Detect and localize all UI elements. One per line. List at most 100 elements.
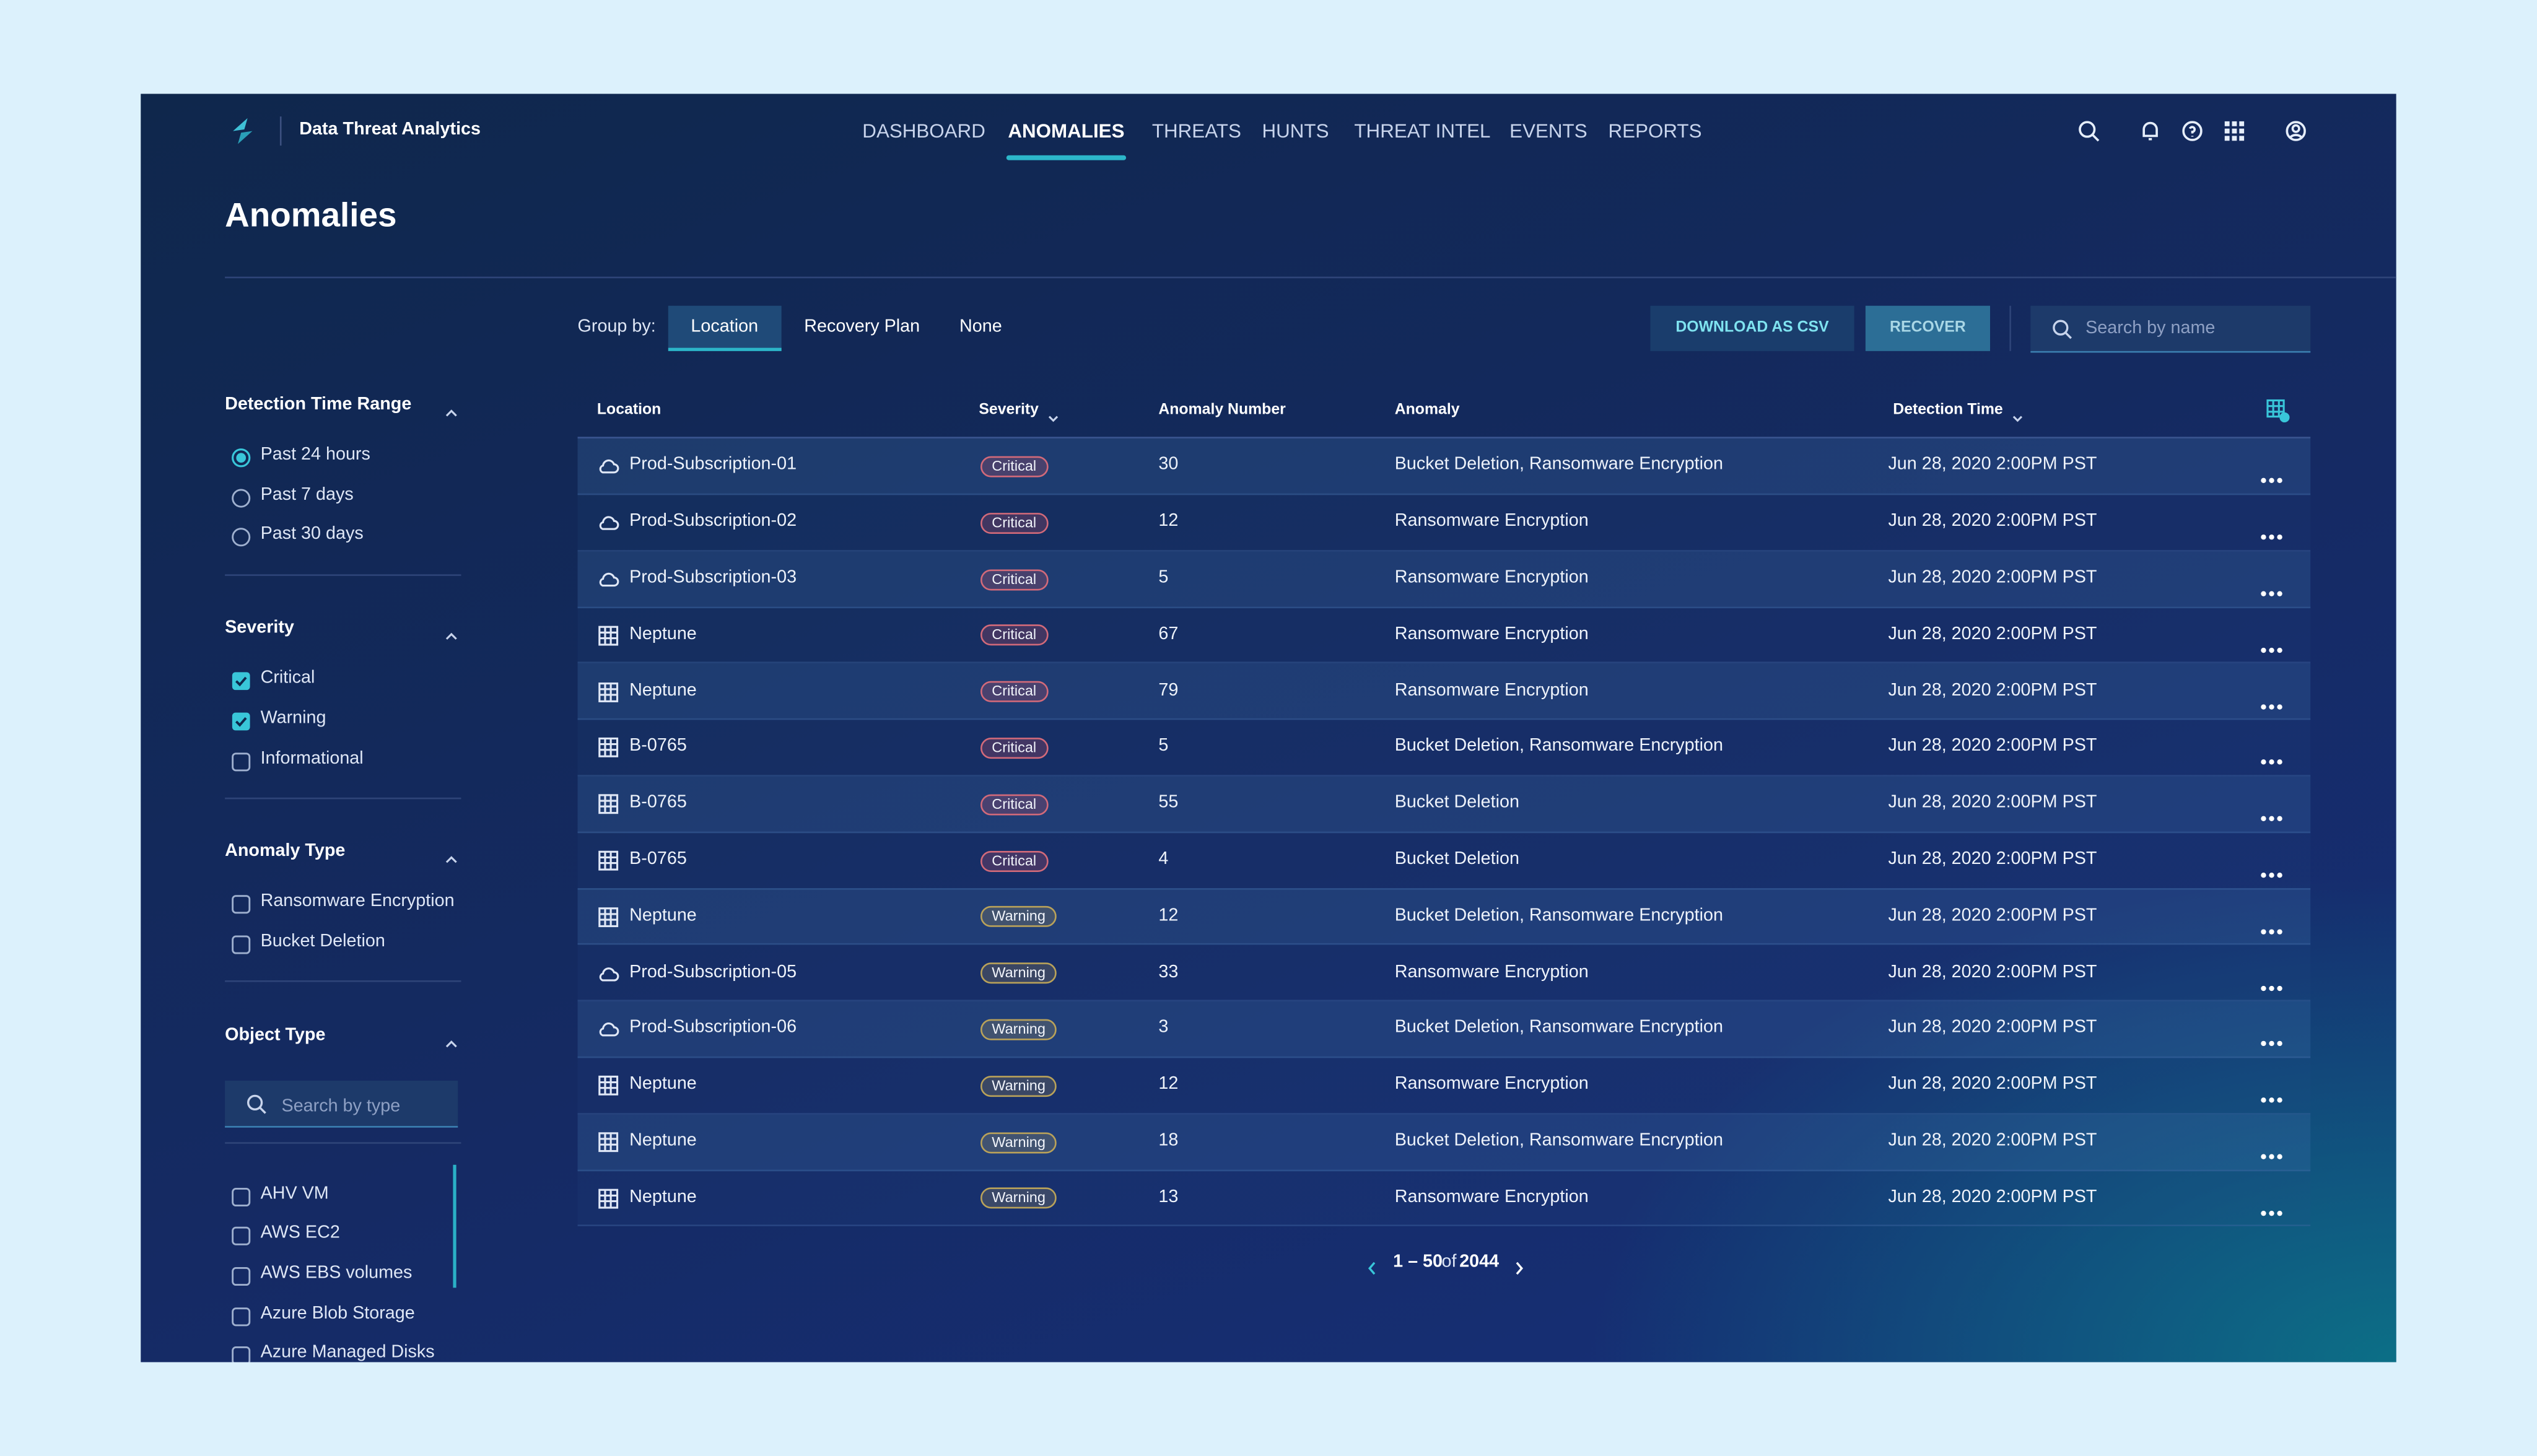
table-row[interactable]	[577, 945, 2311, 1002]
nav-item[interactable]: THREAT INTEL	[1354, 120, 1491, 142]
row-actions[interactable]	[2260, 632, 2283, 653]
next-page[interactable]	[1513, 1255, 1526, 1275]
table-row[interactable]	[577, 720, 2311, 777]
option-label[interactable]: Informational	[260, 748, 364, 768]
table-row[interactable]	[577, 1114, 2311, 1171]
group-by-tab[interactable]: None	[959, 316, 1002, 337]
table-row[interactable]	[577, 663, 2311, 720]
page-range: 1 – 50	[1393, 1252, 1443, 1272]
anomaly: Ransomware Encryption	[1394, 624, 1589, 644]
option-label[interactable]: Critical	[260, 668, 315, 688]
option-label[interactable]: AWS EBS volumes	[260, 1263, 413, 1283]
row-actions[interactable]	[2260, 1083, 2283, 1103]
detection-time: Jun 28, 2020 2:00PM PST	[1888, 1187, 2097, 1207]
nav-item[interactable]: DASHBOARD	[862, 120, 985, 142]
anomaly: Ransomware Encryption	[1394, 1074, 1589, 1094]
checkbox[interactable]	[232, 1185, 251, 1206]
collapse-chevron[interactable]	[445, 621, 458, 640]
prev-page[interactable]	[1366, 1255, 1379, 1275]
search-field[interactable]	[2030, 305, 2311, 353]
table-row[interactable]	[577, 1057, 2311, 1115]
row-actions[interactable]	[2260, 520, 2283, 540]
option-label[interactable]: Ransomware Encryption	[260, 891, 455, 912]
radio[interactable]	[232, 486, 251, 507]
nav-item[interactable]: EVENTS	[1509, 120, 1587, 142]
sort-chevron[interactable]	[1047, 404, 1060, 422]
help-icon[interactable]	[2181, 120, 2204, 142]
download-button[interactable]: DOWNLOAD AS CSV	[1650, 305, 1854, 351]
row-actions[interactable]	[2260, 576, 2283, 596]
location-icon	[597, 737, 620, 760]
divider	[2009, 305, 2011, 351]
column-header[interactable]: Detection Time	[1893, 401, 2003, 419]
option-label[interactable]: Past 24 hours	[260, 445, 370, 464]
row-actions[interactable]	[2260, 913, 2283, 935]
option-label[interactable]: Azure Managed Disks	[260, 1343, 435, 1362]
table-row[interactable]	[577, 776, 2311, 833]
radio[interactable]	[232, 526, 251, 547]
column-settings[interactable]	[2265, 398, 2291, 424]
anomaly: Bucket Deletion	[1394, 793, 1519, 813]
option-label[interactable]: AHV VM	[260, 1184, 329, 1203]
table-row[interactable]	[577, 551, 2311, 608]
location-icon	[597, 793, 620, 816]
row-actions[interactable]	[2260, 801, 2283, 822]
notifications-icon[interactable]	[2139, 120, 2162, 142]
table-row[interactable]	[577, 1170, 2311, 1227]
row-actions[interactable]	[2260, 970, 2283, 991]
detection-time: Jun 28, 2020 2:00PM PST	[1888, 1130, 2097, 1151]
severity-badge: Critical	[980, 737, 1048, 759]
option-label[interactable]: AWS EC2	[260, 1223, 340, 1243]
checkbox[interactable]	[232, 1225, 251, 1246]
row-actions[interactable]	[2260, 1139, 2283, 1159]
option-label[interactable]: Past 7 days	[260, 484, 354, 505]
option-label[interactable]: Bucket Deletion	[260, 931, 385, 951]
checkbox[interactable]	[232, 893, 251, 914]
detection-time: Jun 28, 2020 2:00PM PST	[1888, 455, 2097, 475]
table-row[interactable]	[577, 832, 2311, 889]
option-label[interactable]: Past 30 days	[260, 525, 364, 544]
option-label[interactable]: Azure Blob Storage	[260, 1303, 415, 1323]
row-actions[interactable]	[2260, 463, 2283, 484]
nav-item[interactable]: THREATS	[1151, 120, 1241, 142]
checkbox[interactable]	[232, 1305, 251, 1326]
checkbox[interactable]	[232, 750, 251, 771]
recover-button[interactable]: RECOVER	[1865, 305, 1991, 351]
search-field[interactable]	[225, 1079, 458, 1127]
nav-item[interactable]: HUNTS	[1262, 120, 1329, 142]
group-by-tab[interactable]: Location	[668, 305, 781, 351]
group-by-tab[interactable]: Recovery Plan	[804, 316, 920, 337]
account-icon[interactable]	[2284, 120, 2307, 142]
checkbox[interactable]	[232, 1265, 251, 1286]
row-actions[interactable]	[2260, 745, 2283, 765]
severity-badge: Warning	[980, 1019, 1057, 1040]
checkbox[interactable]	[232, 933, 251, 954]
nav-item[interactable]: REPORTS	[1608, 120, 1702, 142]
nav-item[interactable]: ANOMALIES	[1008, 120, 1125, 142]
collapse-chevron[interactable]	[445, 845, 458, 863]
row-actions[interactable]	[2260, 857, 2283, 878]
anomaly: Ransomware Encryption	[1394, 511, 1589, 531]
radio[interactable]	[232, 447, 251, 468]
checkbox[interactable]	[232, 1345, 251, 1362]
location: Neptune	[629, 624, 697, 644]
row-actions[interactable]	[2260, 689, 2283, 709]
table-row[interactable]	[577, 438, 2311, 495]
table-row[interactable]	[577, 1001, 2311, 1058]
table-row[interactable]	[577, 607, 2311, 665]
option-label[interactable]: Warning	[260, 708, 326, 728]
collapse-chevron[interactable]	[445, 1028, 458, 1047]
logo[interactable]	[228, 116, 257, 146]
row-actions[interactable]	[2260, 1195, 2283, 1216]
anomaly-number: 5	[1158, 736, 1169, 756]
sort-chevron[interactable]	[2011, 404, 2024, 422]
table-row[interactable]	[577, 889, 2311, 946]
search-icon[interactable]	[2077, 120, 2100, 142]
collapse-chevron[interactable]	[445, 398, 458, 417]
column-header[interactable]: Severity	[979, 401, 1039, 419]
table-row[interactable]	[577, 494, 2311, 552]
apps-icon[interactable]	[2223, 120, 2246, 142]
checkbox[interactable]	[232, 710, 251, 730]
row-actions[interactable]	[2260, 1026, 2283, 1047]
checkbox[interactable]	[232, 670, 251, 691]
